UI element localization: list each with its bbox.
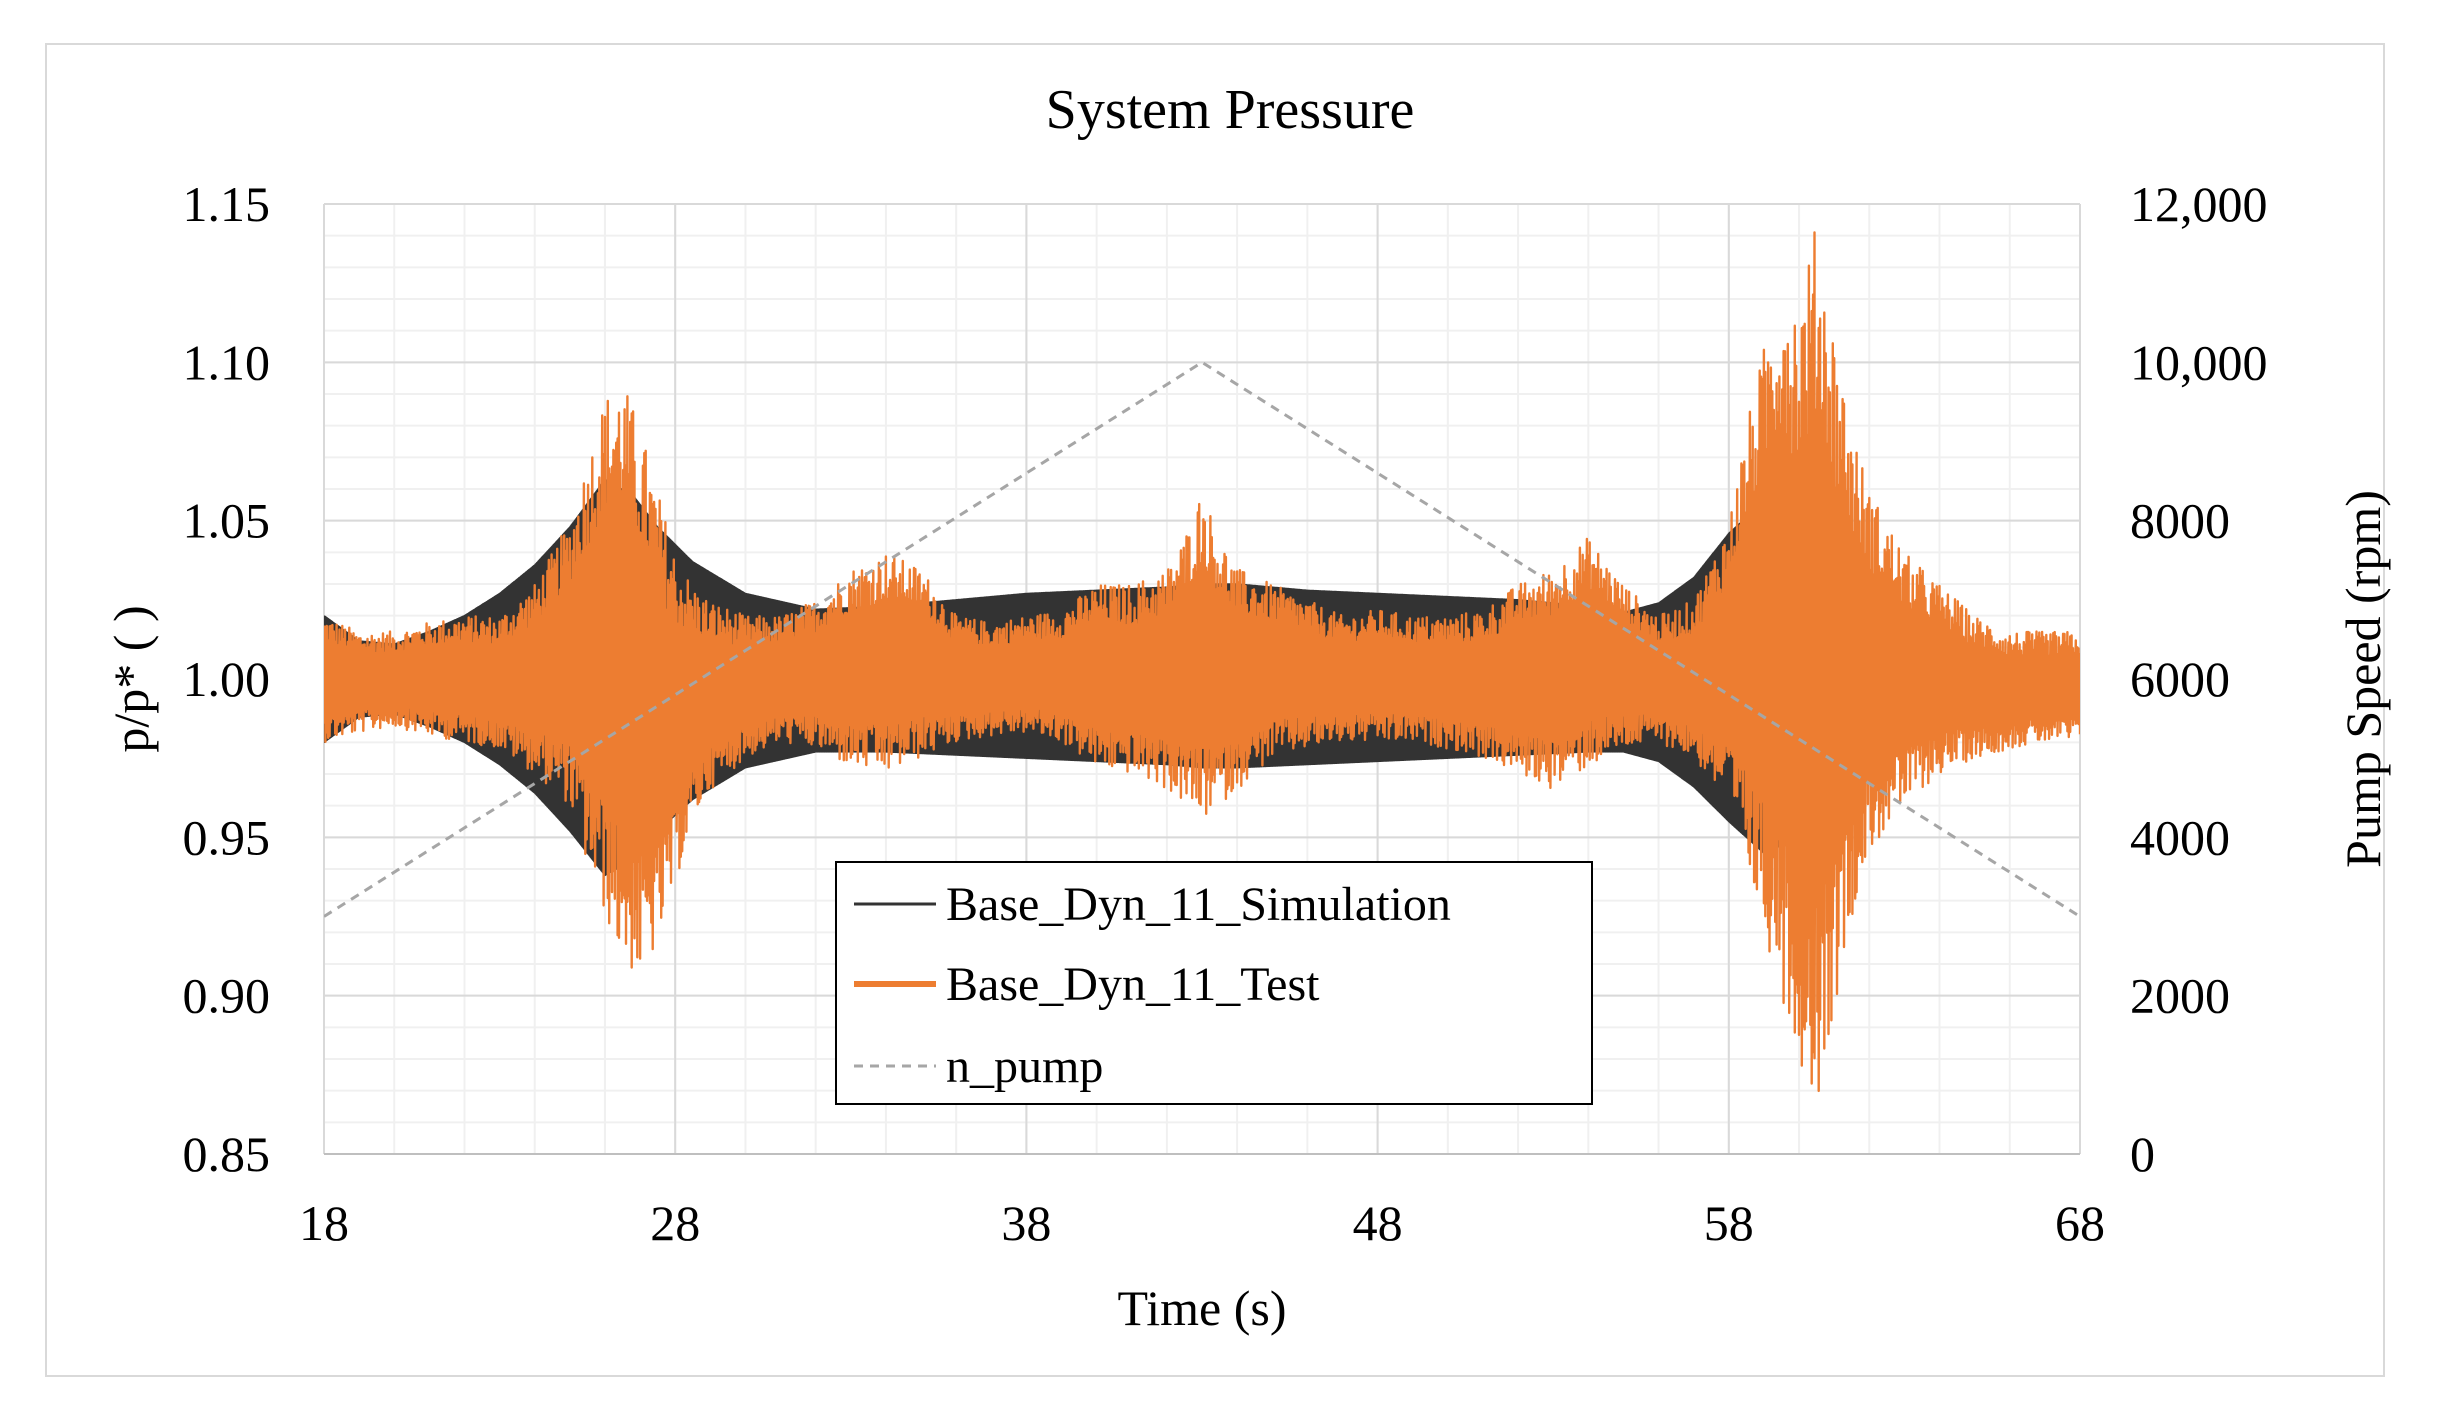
series-test [324,231,2080,1093]
legend: Base_Dyn_11_Simulation Base_Dyn_11_Test … [835,861,1593,1105]
x-tick-label: 48 [1353,1195,1403,1251]
y-tick-label: 0.95 [183,809,271,865]
y-tick-label: 1.05 [183,493,271,549]
legend-label-test: Base_Dyn_11_Test [946,958,1320,1011]
series-n-pump [324,360,2080,918]
y-tick-label: 1.00 [183,651,271,707]
y-tick-label: 0.90 [183,968,271,1024]
y2-tick-label: 0 [2130,1126,2155,1182]
y2-tick-label: 6000 [2130,651,2230,707]
y2-tick-label: 2000 [2130,968,2230,1024]
y-tick-label: 1.10 [183,334,271,390]
x-tick-label: 58 [1704,1195,1754,1251]
y2-axis-label: Pump Speed (rpm) [2335,490,2391,868]
x-axis-label: Time (s) [1117,1280,1286,1336]
x-tick-label: 68 [2055,1195,2105,1251]
x-tick-labels: 18 28 38 48 58 68 [299,1195,2105,1251]
test-line [324,231,2080,1093]
x-tick-label: 38 [1001,1195,1051,1251]
legend-label-n-pump: n_pump [946,1040,1103,1093]
x-tick-label: 18 [299,1195,349,1251]
x-tick-label: 28 [650,1195,700,1251]
legend-box [835,861,1593,1105]
y2-tick-label: 10,000 [2130,334,2268,390]
y-tick-label: 0.85 [183,1126,271,1182]
y2-tick-label: 8000 [2130,493,2230,549]
n-pump-line [324,360,2080,918]
y-tick-labels: 0.85 0.90 0.95 1.00 1.05 1.10 1.15 [183,176,271,1182]
y2-tick-label: 12,000 [2130,176,2268,232]
y-tick-label: 1.15 [183,176,271,232]
plot-area [324,231,2080,1093]
y2-tick-labels: 0 2000 4000 6000 8000 10,000 12,000 [2130,176,2268,1182]
y-axis-label: p/p* ( ) [103,605,159,752]
legend-label-simulation: Base_Dyn_11_Simulation [946,878,1451,931]
chart-title: System Pressure [1046,79,1415,141]
y2-tick-label: 4000 [2130,809,2230,865]
